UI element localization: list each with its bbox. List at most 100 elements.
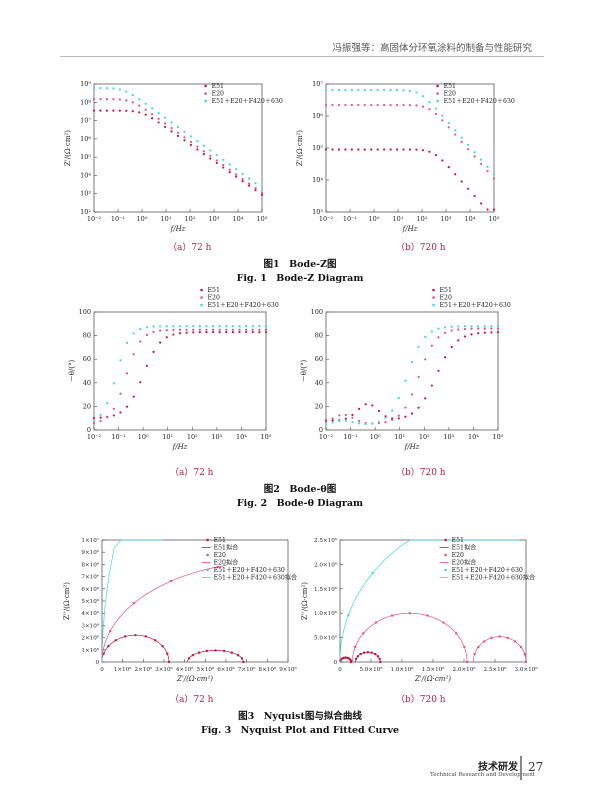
y-tick-label: 80 <box>315 332 323 340</box>
data-point <box>205 649 209 653</box>
y-tick-label: 10⁵ <box>312 144 323 152</box>
data-point <box>383 148 386 151</box>
legend-label: E51拟合 <box>452 544 477 552</box>
data-point <box>132 395 135 398</box>
data-point <box>463 645 466 649</box>
legend-label: E51＋E20＋F420＋630 <box>452 567 523 574</box>
y-tick-label: 10³ <box>80 190 91 198</box>
data-point <box>105 87 109 90</box>
y-tick-label: 40 <box>83 379 91 387</box>
data-point <box>376 148 379 151</box>
data-point <box>192 331 195 334</box>
data-point <box>125 405 129 408</box>
data-point <box>251 325 254 328</box>
data-point <box>258 325 261 328</box>
data-point <box>176 131 180 134</box>
legend-label: E51 <box>440 287 452 294</box>
legend-marker <box>200 303 203 307</box>
data-point <box>125 341 129 344</box>
data-point <box>163 125 167 128</box>
x-tick-label: 10⁻² <box>319 433 334 441</box>
data-point <box>389 103 392 107</box>
x-tick-label: 2.0×10⁶ <box>453 666 477 673</box>
data-point <box>344 88 347 92</box>
data-point <box>105 109 109 112</box>
data-point <box>490 325 493 328</box>
data-point <box>454 632 458 635</box>
y-axis-label: Z''/(Ω·cm²) <box>63 582 71 620</box>
data-point <box>443 331 447 334</box>
data-point <box>383 103 386 107</box>
x-tick-label: 3×10⁶ <box>155 666 173 673</box>
x-tick-label: 10³ <box>443 433 454 441</box>
data-point <box>523 652 526 656</box>
x-tick-label: 1.0×10⁶ <box>391 666 415 673</box>
data-point <box>131 93 134 97</box>
data-point <box>473 195 476 198</box>
data-point <box>389 88 392 92</box>
data-point <box>191 653 195 657</box>
data-point <box>397 417 400 420</box>
data-point <box>197 651 201 654</box>
data-point <box>176 125 180 129</box>
y-tick-label: 1×10⁶ <box>81 647 99 654</box>
data-point <box>324 420 328 423</box>
data-point <box>178 332 182 335</box>
data-point <box>211 328 215 331</box>
legend-marker <box>432 296 435 299</box>
data-point <box>376 88 379 92</box>
data-point <box>245 325 248 328</box>
data-point <box>144 102 147 105</box>
data-point <box>470 327 473 330</box>
x-axis-label: f/Hz <box>170 225 186 233</box>
y-axis-label: －θ/(°) <box>300 359 308 382</box>
data-point <box>395 88 399 92</box>
data-point <box>344 417 347 420</box>
data-point <box>351 416 354 419</box>
data-point <box>417 375 420 379</box>
legend-marker <box>206 568 209 572</box>
data-point <box>119 392 122 395</box>
data-point <box>183 139 186 142</box>
data-point <box>428 100 431 103</box>
data-point <box>402 148 405 151</box>
data-point <box>377 420 381 423</box>
data-point <box>331 421 334 424</box>
data-point <box>99 97 102 101</box>
data-point <box>170 126 173 130</box>
fit-curve <box>101 565 227 663</box>
data-point <box>482 640 486 643</box>
x-tick-label: 1.5×10⁶ <box>422 666 446 673</box>
data-point <box>473 151 476 154</box>
legend-label: E51＋E20＋F420＋630拟合 <box>214 574 298 582</box>
data-point <box>125 372 129 375</box>
data-point <box>247 182 251 185</box>
data-point <box>159 341 162 344</box>
data-point <box>357 407 361 410</box>
data-point <box>228 168 231 171</box>
x-tick-label: 5×10⁶ <box>197 666 215 673</box>
data-point <box>170 130 173 133</box>
x-axis-label: f/Hz <box>402 225 418 233</box>
data-point <box>344 413 347 417</box>
fig2-subcaption-a: （a）72 h <box>170 468 214 478</box>
data-point <box>192 325 195 328</box>
data-point <box>492 173 496 176</box>
data-point <box>354 645 357 649</box>
nyquist-72h-chart: 0 1×10⁶ 2×10⁶ 3×10⁶ 4×10⁶ 5×10⁶ 6×10⁶ 7×10⁶ 8×10… <box>63 537 298 683</box>
y-tick-label: 100 <box>79 308 91 316</box>
data-point <box>108 629 112 633</box>
data-point <box>241 177 244 181</box>
x-tick-label: 10⁴ <box>468 433 479 441</box>
data-point <box>228 170 231 174</box>
data-point <box>417 345 420 348</box>
data-point <box>157 121 160 124</box>
legend-marker <box>432 303 435 307</box>
data-point <box>443 326 447 329</box>
data-point <box>151 107 154 110</box>
fig3-subcaption-b: （b）720 h <box>396 695 446 705</box>
plot-frame <box>101 539 289 663</box>
data-point <box>441 119 444 122</box>
data-point <box>477 327 480 330</box>
data-point <box>264 330 268 334</box>
